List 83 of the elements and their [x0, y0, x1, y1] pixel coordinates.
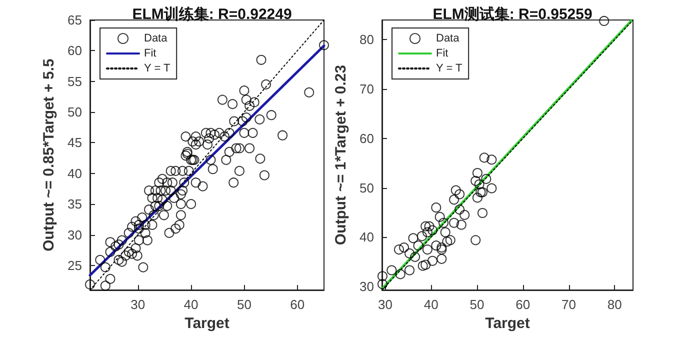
point — [479, 152, 490, 163]
point — [404, 265, 415, 276]
point — [422, 244, 432, 255]
point — [399, 242, 410, 253]
y-tick-label: 30 — [360, 279, 374, 294]
legend-label: Y = T — [436, 62, 462, 74]
y-tick-label: 50 — [68, 104, 82, 120]
point — [410, 252, 420, 262]
chart-title: ELM测试集: R=0.95259 — [432, 6, 592, 23]
point — [377, 279, 388, 290]
point — [486, 154, 497, 165]
x-tick-label: 40 — [424, 297, 438, 312]
x-tick-label: 60 — [290, 297, 305, 312]
point — [486, 183, 497, 194]
point — [434, 212, 445, 222]
point — [470, 235, 481, 246]
y-tick-label: 45 — [68, 135, 82, 150]
y-tick-label: 60 — [68, 43, 82, 58]
point — [460, 210, 470, 220]
x-tick-label: 30 — [130, 297, 146, 312]
point — [420, 221, 431, 232]
y-tick-label: 35 — [68, 196, 82, 212]
y-tick-label: 30 — [68, 227, 82, 242]
y-tick-label: 40 — [68, 166, 82, 181]
point — [431, 202, 442, 213]
point — [478, 208, 488, 218]
point — [431, 240, 442, 251]
point — [416, 231, 427, 242]
point — [420, 260, 431, 270]
point — [449, 218, 460, 228]
point — [454, 189, 465, 200]
legend-label: Fit — [436, 48, 448, 60]
y-axis-title: Output ~= 1*Target + 0.23 — [332, 64, 350, 246]
legend-label: Data — [436, 32, 460, 44]
point — [427, 225, 438, 236]
point — [408, 233, 418, 244]
point — [436, 254, 447, 264]
x-tick-label: 60 — [516, 297, 530, 312]
x-axis-title: Target — [485, 314, 530, 332]
point — [454, 204, 465, 215]
y-tick-label: 50 — [360, 180, 374, 196]
y-tick-label: 60 — [360, 130, 374, 146]
point — [470, 176, 481, 186]
point — [440, 227, 450, 238]
x-tick-label: 80 — [607, 297, 622, 312]
chart-title: ELM训练集: R=0.92249 — [132, 6, 292, 23]
point — [481, 174, 492, 184]
y-axis-title: Output ~= 0.85*Target + 5.5 — [40, 58, 58, 252]
x-tick-label: 40 — [184, 297, 198, 312]
point — [450, 185, 461, 196]
point — [418, 260, 428, 271]
point — [599, 16, 610, 26]
point — [456, 220, 466, 230]
point — [445, 235, 456, 246]
point — [424, 221, 434, 232]
x-tick-label: 50 — [236, 297, 252, 312]
point — [413, 240, 424, 251]
y-tick-label: 70 — [360, 82, 374, 97]
point — [472, 192, 482, 203]
y-tick-label: 80 — [360, 32, 374, 48]
point — [449, 194, 460, 205]
legend-label: Fit — [144, 48, 156, 60]
point — [427, 256, 438, 266]
legend-label: Data — [144, 32, 168, 44]
point — [394, 244, 404, 255]
x-tick-label: 70 — [562, 297, 576, 312]
x-axis-title: Target — [184, 314, 230, 332]
point — [422, 227, 432, 238]
y-tick-label: 65 — [68, 12, 82, 28]
point — [474, 179, 484, 190]
y-tick-label: 55 — [68, 74, 82, 89]
x-tick-label: 50 — [470, 297, 484, 312]
point — [395, 269, 406, 280]
y-tick-label: 25 — [68, 258, 82, 273]
point — [377, 271, 388, 282]
x-tick-label: 30 — [378, 297, 392, 312]
legend-label: Y = T — [144, 62, 170, 74]
point — [386, 265, 397, 276]
point — [472, 168, 482, 178]
y-tick-label: 40 — [360, 230, 374, 245]
point — [442, 236, 452, 247]
point — [438, 218, 448, 228]
point — [404, 248, 415, 258]
